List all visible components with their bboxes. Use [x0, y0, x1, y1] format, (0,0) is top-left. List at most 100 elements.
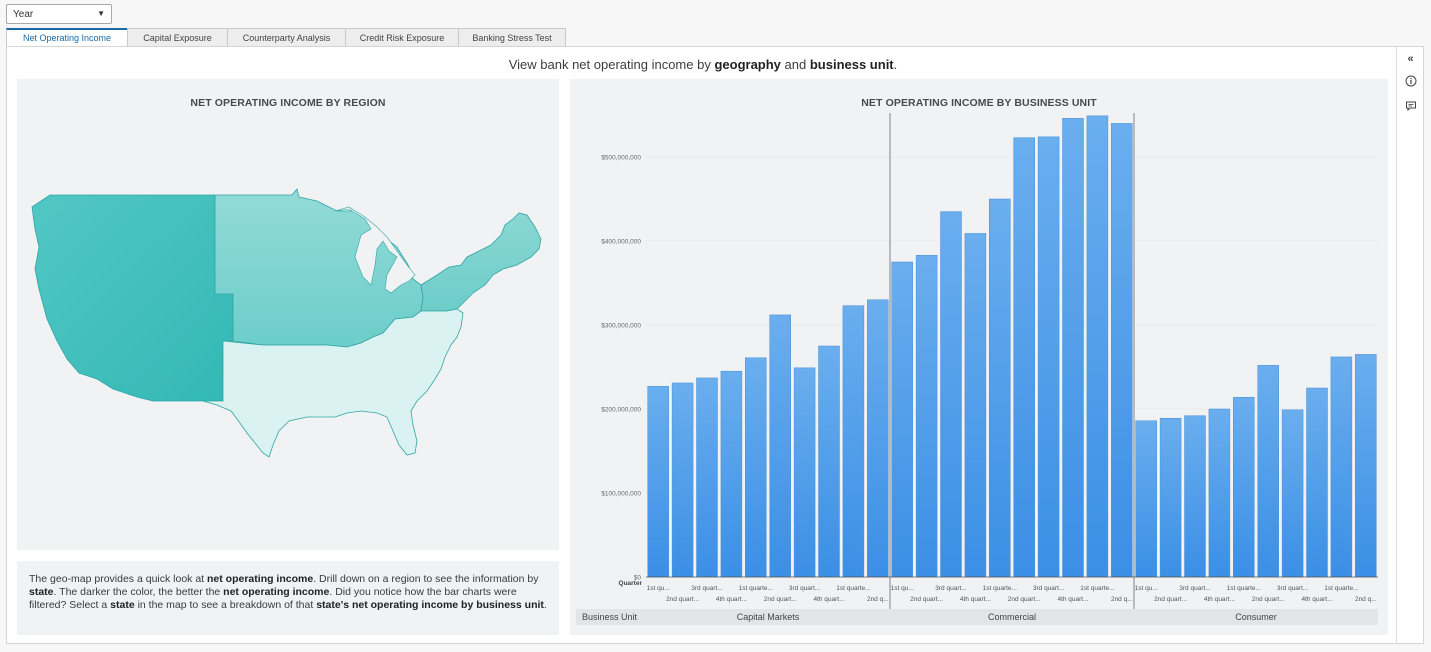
desc-bold: net operating income [223, 586, 330, 599]
chart-title: NET OPERATING INCOME BY BUSINESS UNIT [861, 97, 1097, 109]
group-label: Consumer [1235, 612, 1277, 622]
x-tick-label: 4th quart... [960, 596, 991, 603]
y-tick-label: $300,000,000 [601, 323, 641, 330]
bar [1013, 137, 1035, 578]
x-tick-label: 1st quarte... [739, 585, 774, 592]
x-tick-label: 4th quart... [1204, 596, 1235, 603]
region-northeast[interactable] [420, 212, 542, 312]
desc-text: . The darker the color, the better the [53, 586, 224, 599]
bar-chart: $0 $100,000,000 $200,000,000 $300,000,000 $4… [576, 113, 1378, 625]
x-tick-label: 3rd quart... [1277, 585, 1309, 592]
x-tick-label: 2nd q... [1355, 596, 1377, 603]
bar [1159, 417, 1182, 578]
headline-business-unit: business unit [809, 57, 894, 72]
x-tick-label: 2nd quart... [910, 596, 943, 603]
headline-text: View bank net operating income by [508, 57, 715, 72]
bar [1111, 123, 1133, 578]
bar [1184, 415, 1206, 578]
desc-bold: state [110, 599, 135, 612]
bar [1233, 396, 1255, 578]
tab-banking-stress-test[interactable]: Banking Stress Test [458, 28, 566, 46]
us-region-map [31, 188, 542, 458]
bar [1062, 118, 1084, 578]
bar [989, 198, 1011, 578]
bar [940, 211, 962, 578]
headline-text-mid: and [780, 57, 810, 72]
comment-icon[interactable] [1397, 100, 1424, 115]
bar [671, 382, 694, 578]
x-tick-label: 2nd quart... [764, 596, 797, 603]
bar [1086, 115, 1109, 578]
x-tick-label: 4th quart... [813, 596, 844, 603]
x-tick-label: 3rd quart... [1033, 585, 1065, 592]
y-tick-label: $100,000,000 [601, 491, 641, 498]
bar [769, 314, 791, 578]
desc-text: in the map to see a breakdown of that [134, 599, 317, 612]
y-tick-label: $200,000,000 [601, 407, 641, 414]
page-headline: View bank net operating income by geogra… [7, 57, 1399, 72]
x-tick-label: 1st qu... [647, 585, 670, 592]
tab-credit-risk-exposure[interactable]: Credit Risk Exposure [345, 28, 459, 46]
desc-text: . Drill down on a region to see the info… [313, 573, 539, 585]
year-select-value: Year [13, 9, 34, 20]
x-tick-label: 1st quarte... [836, 585, 871, 592]
x-tick-label: 2nd q... [1111, 596, 1133, 603]
bar [1306, 387, 1328, 578]
bar [745, 357, 767, 578]
tab-counterparty-analysis[interactable]: Counterparty Analysis [227, 28, 346, 46]
map-title: NET OPERATING INCOME BY REGION [190, 97, 386, 109]
chevron-down-icon: ▼ [97, 9, 105, 18]
x-tick-label: 4th quart... [716, 596, 747, 603]
report-page: View bank net operating income by geogra… [6, 46, 1424, 644]
region-west[interactable] [31, 194, 234, 402]
x-tick-label: 2nd q... [867, 596, 889, 603]
group-label-band [576, 609, 1378, 625]
headline-geography: geography [714, 57, 781, 72]
bar [696, 377, 718, 578]
x-tick-label: 3rd quart... [935, 585, 967, 592]
x-tick-label: 3rd quart... [1179, 585, 1211, 592]
info-icon[interactable] [1397, 75, 1424, 90]
desc-text: The geo-map provides a quick look at [29, 573, 208, 585]
bar [647, 386, 669, 578]
bar [891, 261, 913, 578]
desc-text: . Did you notice how the bar charts were… [29, 586, 517, 612]
desc-bold: state [29, 586, 54, 599]
x-axis-title: Quarter [619, 580, 643, 587]
business-unit-chart-panel: NET OPERATING INCOME BY BUSINESS UNIT $0… [570, 79, 1388, 635]
bar [867, 299, 889, 578]
desc-text: . [543, 599, 547, 612]
year-select[interactable]: Year ▼ [6, 4, 112, 24]
x-tick-label: 1st quarte... [1324, 585, 1359, 592]
x-tick-label: 2nd quart... [666, 596, 699, 603]
bar [915, 255, 938, 578]
x-tick-label: 3rd quart... [789, 585, 821, 592]
x-tick-label: 3rd quart... [691, 585, 723, 592]
right-rail: « [1396, 47, 1423, 643]
bar [818, 345, 840, 578]
tab-capital-exposure[interactable]: Capital Exposure [127, 28, 228, 46]
description-panel: The geo-map provides a quick look at net… [17, 561, 559, 635]
desc-bold: net operating income [207, 573, 314, 585]
x-tick-label: 1st quarte... [983, 585, 1018, 592]
tab-net-operating-income[interactable]: Net Operating Income [6, 28, 128, 46]
x-tick-label: 2nd quart... [1008, 596, 1041, 603]
x-tick-label: 1st quarte... [1080, 585, 1115, 592]
bar [1355, 354, 1377, 578]
x-tick-label: 1st qu... [1135, 585, 1158, 592]
x-tick-label: 2nd quart... [1252, 596, 1285, 603]
y-tick-label: $0 [634, 575, 642, 582]
double-chevron-left-icon[interactable]: « [1407, 53, 1414, 65]
group-label: Commercial [988, 612, 1036, 622]
bar [793, 367, 816, 578]
report-tabs: Net Operating Income Capital Exposure Co… [6, 28, 566, 46]
bar [842, 305, 865, 578]
great-lakes [334, 206, 416, 294]
bar [720, 370, 743, 578]
x-tick-label: 2nd quart... [1154, 596, 1187, 603]
bar [1135, 420, 1157, 578]
bar [964, 233, 987, 578]
x-tick-label: 1st qu... [891, 585, 914, 592]
desc-bold: state's net operating income by business… [316, 599, 544, 612]
region-south[interactable] [202, 308, 464, 458]
